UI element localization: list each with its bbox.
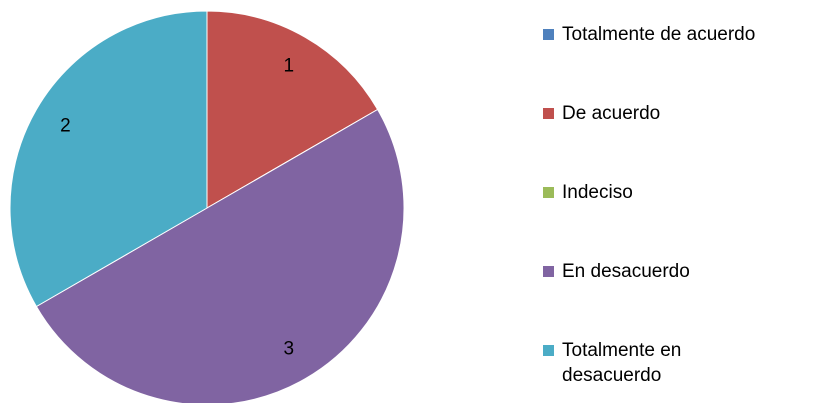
data-label: 2 <box>60 115 71 136</box>
legend-swatch <box>543 29 554 40</box>
data-label: 1 <box>283 55 294 76</box>
legend-label: Totalmente de acuerdo <box>562 24 756 45</box>
legend-entry: Totalmente en desacuerdo <box>543 338 777 388</box>
legend-label: En desacuerdo <box>562 261 690 282</box>
legend-label: De acuerdo <box>562 103 661 124</box>
pie-slice <box>9 10 208 308</box>
pie-slice <box>35 108 405 403</box>
legend-swatch <box>543 187 554 198</box>
pie-slice <box>206 10 379 209</box>
legend-entry: Totalmente de acuerdo <box>543 22 777 47</box>
legend-swatch <box>543 108 554 119</box>
legend-swatch <box>543 266 554 277</box>
legend-label: Indeciso <box>562 182 633 203</box>
legend-label: Totalmente en desacuerdo <box>562 340 682 386</box>
legend-entry: De acuerdo <box>543 101 777 126</box>
legend-entry: Indeciso <box>543 180 777 205</box>
legend-swatch <box>543 345 554 356</box>
legend-entry: En desacuerdo <box>543 259 777 284</box>
data-label: 3 <box>283 339 294 360</box>
